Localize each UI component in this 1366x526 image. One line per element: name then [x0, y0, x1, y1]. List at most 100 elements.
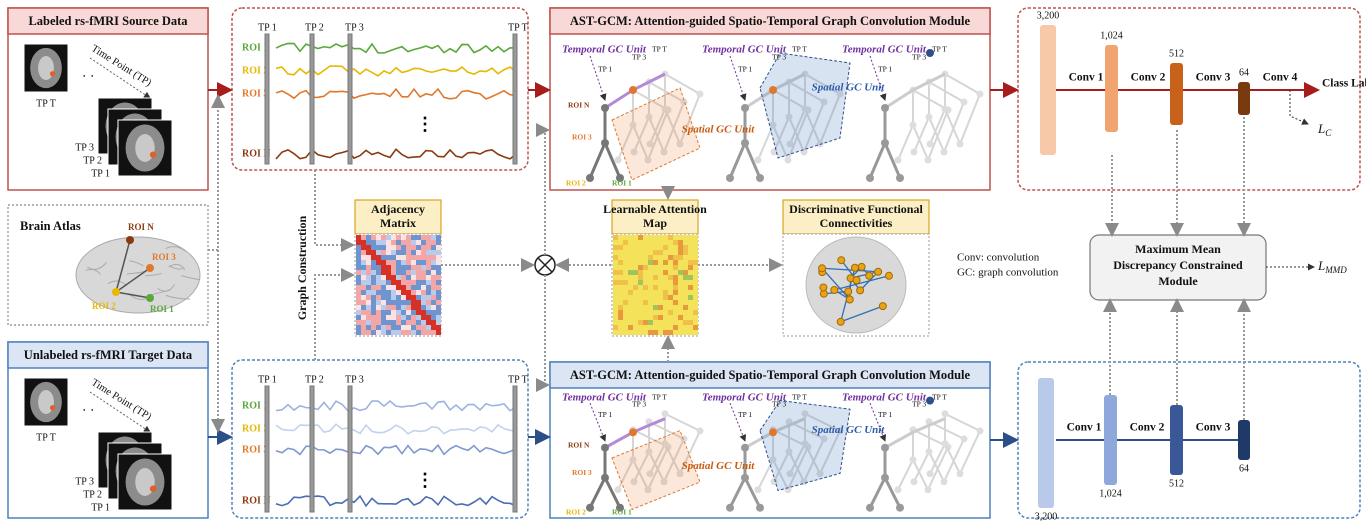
graph-roi-label: ROI 1: [612, 179, 632, 188]
heat-cell: [678, 260, 683, 265]
heat-cell: [683, 260, 688, 265]
heat-cell: [633, 325, 638, 330]
heat-cell: [396, 275, 401, 280]
heat-cell: [683, 330, 688, 335]
heat-cell: [421, 275, 426, 280]
heat-cell: [623, 330, 628, 335]
heat-cell: [688, 255, 693, 260]
heat-cell: [391, 275, 396, 280]
atlas-roi: [126, 236, 134, 244]
heat-cell: [648, 270, 653, 275]
heat-cell: [663, 260, 668, 265]
graph-node: [726, 504, 734, 512]
heat-cell: [361, 295, 366, 300]
heat-cell: [673, 290, 678, 295]
heat-cell: [431, 330, 436, 335]
heat-cell: [431, 325, 436, 330]
heat-cell: [431, 300, 436, 305]
heat-cell: [663, 280, 668, 285]
heat-cell: [396, 305, 401, 310]
heat-cell: [653, 300, 658, 305]
heat-cell: [406, 250, 411, 255]
heat-cell: [683, 325, 688, 330]
heat-cell: [643, 255, 648, 260]
graph-node: [977, 427, 984, 434]
heat-cell: [396, 260, 401, 265]
heat-cell: [628, 290, 633, 295]
heat-cell: [678, 250, 683, 255]
heat-cell: [683, 295, 688, 300]
heat-cell: [643, 250, 648, 255]
heat-cell: [366, 330, 371, 335]
heat-cell: [406, 265, 411, 270]
heat-cell: [658, 285, 663, 290]
heat-cell: [623, 270, 628, 275]
graph-node: [957, 470, 964, 477]
heat-cell: [663, 240, 668, 245]
graph-node: [942, 410, 949, 417]
heat-cell: [663, 255, 668, 260]
heat-cell: [648, 280, 653, 285]
heat-cell: [658, 235, 663, 240]
heat-cell: [618, 330, 623, 335]
heat-cell: [371, 275, 376, 280]
heat-cell: [386, 255, 391, 260]
graph-node: [925, 157, 932, 164]
heat-cell: [648, 285, 653, 290]
heat-cell: [411, 295, 416, 300]
heat-cell: [426, 250, 431, 255]
frame-label: TP 3: [75, 142, 94, 153]
heat-cell: [386, 260, 391, 265]
heat-cell: [406, 260, 411, 265]
heat-cell: [618, 270, 623, 275]
heat-cell: [618, 255, 623, 260]
connector: [315, 275, 353, 360]
heat-cell: [628, 295, 633, 300]
heat-cell: [386, 280, 391, 285]
mmd-title: Discrepancy Constrained: [1113, 258, 1243, 272]
diagram: Labeled rs-fMRI Source DataTP TTime Poin…: [0, 0, 1366, 521]
heat-cell: [391, 250, 396, 255]
heat-cell: [381, 325, 386, 330]
heat-cell: [623, 310, 628, 315]
heat-cell: [376, 265, 381, 270]
graph-node: [896, 504, 904, 512]
heat-cell: [411, 265, 416, 270]
heat-cell: [366, 235, 371, 240]
heat-cell: [391, 260, 396, 265]
heat-cell: [356, 300, 361, 305]
heat-cell: [376, 285, 381, 290]
heat-cell: [623, 240, 628, 245]
connector: [545, 275, 548, 385]
graph-node: [942, 440, 949, 447]
layer-size: 1,024: [1099, 488, 1122, 499]
class-label: Class Label: [1322, 78, 1366, 90]
panel-title: Brain Atlas: [20, 219, 81, 233]
heat-cell: [683, 285, 688, 290]
graph-node: [741, 444, 749, 452]
heat-cell: [381, 280, 386, 285]
brain-inner: [38, 56, 54, 80]
heat-cell: [361, 300, 366, 305]
heat-cell: [678, 305, 683, 310]
heat-cell: [628, 235, 633, 240]
heat-cell: [436, 315, 441, 320]
frame-label: TP T: [36, 98, 56, 109]
heat-cell: [693, 330, 698, 335]
heat-cell: [618, 245, 623, 250]
heat-cell: [688, 305, 693, 310]
heat-cell: [638, 300, 643, 305]
heat-cell: [638, 260, 643, 265]
heat-cell: [386, 305, 391, 310]
heat-cell: [683, 265, 688, 270]
layer-size: 3,200: [1037, 10, 1060, 21]
heat-cell: [688, 260, 693, 265]
graph-tp-label: TP T: [792, 393, 807, 402]
heat-cell: [688, 265, 693, 270]
heat-cell: [401, 315, 406, 320]
heat-cell: [361, 250, 366, 255]
heat-cell: [411, 280, 416, 285]
heat-cell: [411, 270, 416, 275]
heat-cell: [361, 330, 366, 335]
graph-tp-label: TP 3: [912, 400, 926, 409]
